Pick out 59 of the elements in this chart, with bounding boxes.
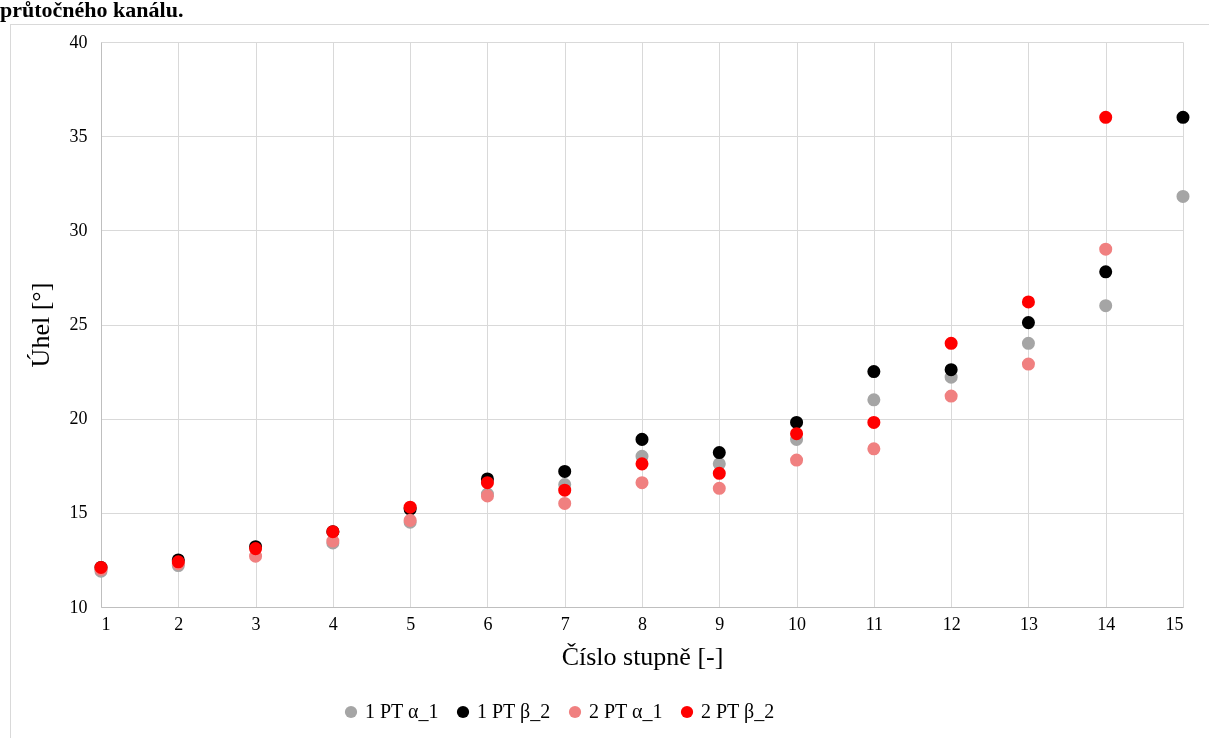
x-tick-label: 1 bbox=[101, 613, 111, 634]
y-tick-label: 15 bbox=[69, 502, 88, 523]
x-tick-label: 4 bbox=[328, 613, 338, 634]
x-tick-label: 2 bbox=[174, 613, 184, 634]
point bbox=[1021, 295, 1035, 309]
text: průtočného kanálu. bbox=[0, 0, 184, 23]
y-axis-title: Úhel [°] bbox=[25, 282, 55, 368]
y-tick-label: 35 bbox=[69, 125, 88, 146]
legend-label: 1 PT α_1 bbox=[365, 700, 439, 722]
y-tick-label: 20 bbox=[69, 408, 88, 429]
point bbox=[790, 415, 804, 429]
point bbox=[480, 476, 494, 490]
legend-label: 2 PT β_2 bbox=[701, 700, 775, 723]
x-tick-label: 3 bbox=[251, 613, 261, 634]
x-tick-label: 12 bbox=[942, 613, 961, 634]
x-tick-label: 5 bbox=[406, 613, 416, 634]
point bbox=[712, 446, 726, 460]
x-tick-label: 6 bbox=[483, 613, 493, 634]
point bbox=[635, 476, 649, 490]
x-tick-label: 8 bbox=[638, 613, 647, 634]
point bbox=[944, 336, 958, 350]
point bbox=[635, 432, 649, 446]
point bbox=[1176, 110, 1190, 124]
x-tick-label: 14 bbox=[1097, 613, 1116, 634]
x-tick-label: 10 bbox=[788, 613, 807, 634]
point bbox=[1176, 189, 1190, 203]
point bbox=[790, 427, 804, 441]
legend-label: 1 PT β_2 bbox=[477, 700, 551, 723]
point bbox=[1099, 110, 1113, 124]
point bbox=[867, 365, 881, 379]
point bbox=[558, 483, 572, 497]
point bbox=[867, 415, 881, 429]
x-tick-label: 7 bbox=[560, 613, 570, 634]
x-tick-label: 13 bbox=[1019, 613, 1038, 634]
point bbox=[944, 389, 958, 403]
legend-label: 2 PT α_1 bbox=[589, 700, 663, 722]
point bbox=[1021, 316, 1035, 330]
point bbox=[790, 453, 804, 467]
point bbox=[867, 442, 881, 456]
y-tick-label: 30 bbox=[69, 219, 88, 240]
point bbox=[1099, 242, 1113, 256]
point bbox=[1021, 357, 1035, 371]
y-tick-label: 25 bbox=[69, 314, 88, 334]
point bbox=[1099, 299, 1113, 313]
x-tick-label: 15 bbox=[1165, 613, 1184, 634]
x-tick-label: 11 bbox=[865, 613, 884, 634]
point bbox=[558, 496, 572, 510]
point bbox=[867, 393, 881, 407]
y-tick-label: 10 bbox=[69, 596, 88, 617]
point bbox=[558, 464, 572, 478]
x-tick-label: 9 bbox=[715, 613, 725, 634]
x-axis-title: Číslo stupně [-] bbox=[561, 641, 724, 671]
point bbox=[1099, 265, 1113, 279]
point bbox=[1021, 336, 1035, 350]
point bbox=[635, 457, 649, 471]
point bbox=[944, 363, 958, 377]
y-tick-label: 40 bbox=[69, 31, 88, 52]
point bbox=[712, 481, 726, 495]
point bbox=[712, 466, 726, 480]
